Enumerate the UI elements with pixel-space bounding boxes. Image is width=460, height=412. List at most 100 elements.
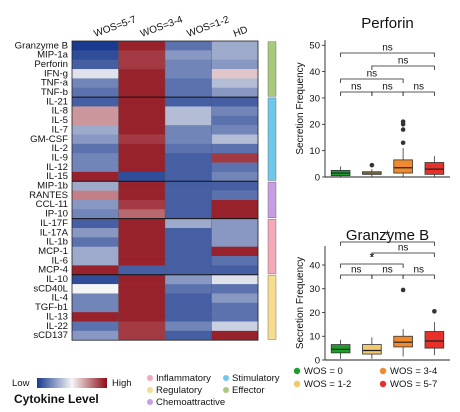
heatmap-cell bbox=[211, 256, 259, 266]
heatmap-cell bbox=[165, 125, 212, 135]
group-legend-marker bbox=[223, 387, 229, 393]
group-legend-marker bbox=[147, 399, 153, 405]
heatmap-cell bbox=[118, 218, 166, 229]
row-label: IL-22 bbox=[46, 321, 68, 332]
heatmap-cell bbox=[165, 143, 212, 154]
heatmap-cell bbox=[165, 330, 212, 341]
column-label: WOS=3-4 bbox=[139, 14, 185, 40]
significance-bracket bbox=[340, 52, 435, 57]
box-legend-marker bbox=[293, 380, 301, 388]
heatmap-cell bbox=[118, 115, 166, 126]
heatmap-cell bbox=[118, 69, 166, 79]
heatmap-cell bbox=[72, 143, 119, 154]
row-label: IL-6 bbox=[51, 255, 68, 266]
y-tick-label: 20 bbox=[309, 308, 320, 319]
y-tick-label: 30 bbox=[309, 93, 320, 104]
heatmap-cell bbox=[165, 274, 212, 285]
heatmap-cell bbox=[165, 218, 212, 229]
box-body bbox=[393, 159, 413, 174]
row-label: MCP-4 bbox=[38, 265, 69, 276]
y-tick-label: 10 bbox=[309, 146, 320, 157]
heatmap-cell bbox=[72, 218, 119, 229]
column-label: HD bbox=[232, 25, 249, 40]
heatmap-cell bbox=[211, 237, 259, 247]
group-legend-marker bbox=[223, 375, 229, 381]
heatmap-cell bbox=[211, 125, 259, 135]
heatmap-cell bbox=[211, 162, 259, 173]
group-legend-marker bbox=[147, 387, 153, 393]
y-tick-label: 20 bbox=[309, 120, 320, 131]
significance-bracket bbox=[371, 65, 435, 70]
row-label: TGF-b1 bbox=[35, 302, 68, 313]
heatmap-cell bbox=[211, 143, 259, 154]
heatmap-cell bbox=[165, 171, 212, 182]
heatmap-cell bbox=[211, 265, 259, 276]
heatmap-cell bbox=[211, 153, 259, 163]
row-label: IL-5 bbox=[51, 115, 68, 126]
heatmap-cell bbox=[118, 265, 166, 276]
colorbar: Low High Cytokine Level bbox=[12, 378, 132, 406]
row-label: IL-8 bbox=[51, 106, 68, 117]
heatmap-cell bbox=[72, 41, 119, 51]
heatmap-cell bbox=[211, 293, 259, 304]
heatmap-cell bbox=[118, 293, 166, 304]
heatmap-cell bbox=[165, 87, 212, 98]
heatmap-cell bbox=[118, 171, 166, 182]
heatmap-cell bbox=[211, 50, 259, 60]
heatmap-cell bbox=[118, 78, 166, 89]
box-legend-label: WOS = 1-2 bbox=[304, 379, 351, 390]
column-label: WOS=5-7 bbox=[93, 14, 139, 40]
heatmap-cell bbox=[72, 293, 119, 304]
row-label: IL-15 bbox=[46, 171, 68, 182]
column-label: WOS=1-2 bbox=[186, 14, 232, 40]
significance-label: ns bbox=[413, 265, 424, 276]
box-body bbox=[424, 331, 445, 349]
box-outlier bbox=[400, 287, 406, 293]
row-label: TNF-a bbox=[41, 78, 69, 89]
heatmap-cell bbox=[211, 199, 259, 210]
heatmap-cell bbox=[72, 78, 119, 89]
heatmap-cell bbox=[72, 115, 119, 126]
significance-bracket bbox=[340, 274, 373, 279]
box-body bbox=[424, 162, 445, 175]
heatmap-cell bbox=[165, 134, 212, 145]
row-label: CCL-11 bbox=[36, 199, 68, 210]
row-label: IL-17A bbox=[40, 227, 69, 238]
box-legend-label: WOS = 0 bbox=[304, 366, 343, 377]
heatmap-cell bbox=[118, 190, 166, 201]
heatmap-cell bbox=[165, 50, 212, 60]
heatmap-cell bbox=[118, 134, 166, 145]
heatmap-cell bbox=[165, 265, 212, 276]
significance-bracket bbox=[340, 91, 373, 96]
heatmap-cell bbox=[118, 256, 166, 266]
significance-bracket bbox=[371, 252, 435, 257]
row-label: sCD40L bbox=[33, 283, 68, 294]
colorbar-low-label: Low bbox=[12, 378, 30, 389]
box-legend: WOS = 0 WOS = 3-4 WOS = 1-2 WOS = 5-7 bbox=[293, 366, 437, 390]
significance-label: ns bbox=[351, 82, 362, 93]
row-label: IL-10 bbox=[46, 274, 68, 285]
heatmap-cell bbox=[165, 78, 212, 89]
heatmap-cell bbox=[165, 312, 212, 322]
heatmap-cell bbox=[211, 69, 259, 79]
heatmap-cell bbox=[211, 209, 259, 219]
heatmap-cell bbox=[118, 87, 166, 98]
plot-title: Granzyme B bbox=[346, 227, 429, 244]
heatmap-cell bbox=[118, 228, 166, 238]
heatmap-cell bbox=[72, 171, 119, 182]
group-bar bbox=[267, 275, 277, 340]
group-bar bbox=[267, 181, 277, 219]
y-axis-label: Secretion Frequency bbox=[295, 257, 306, 349]
heatmap-cell bbox=[165, 190, 212, 201]
group-legend: Inflammatory Stimulatory Regulatory Effecto… bbox=[147, 373, 280, 408]
heatmap-cell bbox=[118, 284, 166, 294]
heatmap-cell bbox=[165, 153, 212, 163]
heatmap-cell bbox=[118, 143, 166, 154]
y-tick-label: 40 bbox=[309, 260, 320, 271]
box-outlier bbox=[400, 119, 406, 124]
heatmap-cell bbox=[118, 97, 166, 107]
heatmap-cell bbox=[72, 209, 119, 219]
heatmap-cell bbox=[118, 153, 166, 163]
heatmap-cell bbox=[72, 106, 119, 117]
